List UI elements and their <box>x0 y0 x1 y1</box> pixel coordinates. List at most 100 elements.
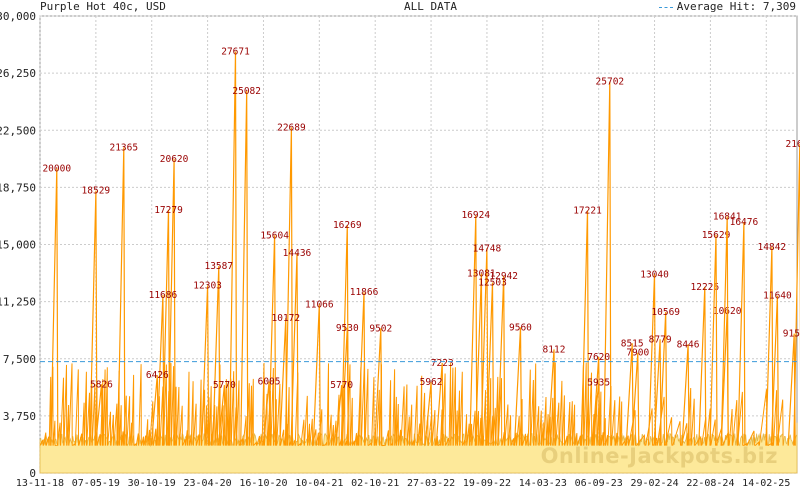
peak-spike <box>647 274 657 446</box>
peak-label: 9530 <box>336 323 359 334</box>
peak-label: 21365 <box>109 143 138 154</box>
peak-label: 13081 <box>467 269 496 280</box>
y-tick-label: 7,500 <box>3 353 36 366</box>
peak-spike <box>497 275 506 446</box>
peak-label: 5770 <box>330 380 353 391</box>
peak-label: 15629 <box>702 230 731 241</box>
peak-spike <box>474 273 483 446</box>
peak-spike <box>89 190 98 446</box>
peak-spike <box>374 328 383 446</box>
y-tick-label: 11,250 <box>0 296 36 309</box>
peak-spike <box>217 385 226 446</box>
peak-label: 9154 <box>783 329 800 340</box>
peak-label: 15604 <box>260 230 289 241</box>
peak-label: 16269 <box>333 220 362 231</box>
peak-label: 7620 <box>587 352 610 363</box>
y-tick-label: 15,000 <box>0 239 36 252</box>
y-tick-label: 18,750 <box>0 181 36 194</box>
peak-spike <box>698 286 707 446</box>
peak-label: 11066 <box>305 299 334 310</box>
peak-label: 7223 <box>431 358 454 369</box>
peak-label: 21606 <box>785 139 800 150</box>
peak-spike <box>94 384 104 446</box>
peak-spike <box>513 327 523 446</box>
peak-label: 11866 <box>350 287 379 298</box>
peak-label: 25082 <box>232 86 261 97</box>
peak-spike <box>653 339 662 446</box>
peak-spike <box>709 234 718 446</box>
chart-title: Purple Hot 40c, USD <box>40 0 166 13</box>
peak-spike <box>357 292 366 446</box>
x-tick-label: 22-08-24 <box>686 478 734 489</box>
peak-label: 11686 <box>149 290 178 301</box>
peak-spike <box>161 209 171 446</box>
peak-label: 17279 <box>154 205 183 216</box>
peak-spike <box>770 295 779 446</box>
y-tick-label: 0 <box>29 467 36 480</box>
y-tick-label: 22,500 <box>0 124 36 137</box>
peak-label: 17221 <box>573 206 602 217</box>
peak-spike <box>592 382 601 446</box>
peak-label: 6426 <box>146 370 169 381</box>
peak-spike <box>485 282 495 446</box>
x-tick-label: 27-03-22 <box>407 478 455 489</box>
peak-label: 7900 <box>626 348 649 359</box>
peak-spike <box>340 327 349 446</box>
peak-spike <box>631 352 640 446</box>
y-tick-label: 26,250 <box>0 67 36 80</box>
jackpot-fill-area <box>39 422 798 474</box>
peak-label: 9502 <box>369 323 392 334</box>
peak-label: 10172 <box>272 313 301 324</box>
peak-spike <box>603 81 612 446</box>
x-tick-label: 19-09-22 <box>463 478 511 489</box>
peak-label: 16924 <box>461 210 490 221</box>
peak-label: 14436 <box>283 248 312 259</box>
peak-spike <box>201 285 210 446</box>
jackpot-spikes <box>39 362 784 447</box>
peak-spike <box>150 375 159 446</box>
peak-spike <box>659 311 668 446</box>
peak-label: 20620 <box>160 154 189 165</box>
peak-spike <box>681 344 690 446</box>
peak-spike <box>156 294 165 446</box>
y-tick-label: 3,750 <box>3 410 36 423</box>
peak-label: 13040 <box>640 269 669 280</box>
peak-label: 12503 <box>478 278 507 289</box>
peak-spike <box>435 362 444 446</box>
peak-spike <box>720 216 729 446</box>
x-tick-label: 07-05-19 <box>72 478 120 489</box>
peak-spike <box>787 333 796 446</box>
peak-label: 5770 <box>213 380 236 391</box>
legend: Average Hit: 7,309 <box>658 0 796 14</box>
peak-label: 8515 <box>621 338 644 349</box>
peak-spike <box>290 253 299 446</box>
x-tick-label: 14-03-23 <box>519 478 567 489</box>
peak-spike <box>580 210 590 446</box>
x-tick-label: 29-02-24 <box>630 478 678 489</box>
peak-label: 9560 <box>509 322 532 333</box>
x-tick-label: 30-10-19 <box>128 478 176 489</box>
peak-label: 14748 <box>473 243 502 254</box>
peak-label: 12942 <box>489 271 518 282</box>
peak-spike <box>312 304 321 446</box>
x-tick-label: 10-04-21 <box>295 478 343 489</box>
legend-average-swatch <box>658 6 673 8</box>
peak-spike <box>625 343 634 446</box>
peak-spike <box>117 147 126 446</box>
peak-label: 8112 <box>543 344 566 355</box>
chart-subtitle: ALL DATA <box>404 0 457 13</box>
x-tick-label: 06-09-23 <box>575 478 623 489</box>
peak-spike <box>268 235 277 446</box>
peak-spike <box>228 51 238 446</box>
peak-spike <box>240 90 249 446</box>
peak-label: 12226 <box>691 282 720 293</box>
peak-spike <box>50 168 59 446</box>
x-tick-label: 14-02-25 <box>742 478 790 489</box>
peak-label: 27671 <box>221 46 250 57</box>
peak-label: 22689 <box>277 122 306 133</box>
peak-label: 14842 <box>758 242 787 253</box>
x-tick-label: 16-10-20 <box>239 478 287 489</box>
peak-label: 16476 <box>730 217 759 228</box>
x-tick-label: 02-10-21 <box>351 478 399 489</box>
